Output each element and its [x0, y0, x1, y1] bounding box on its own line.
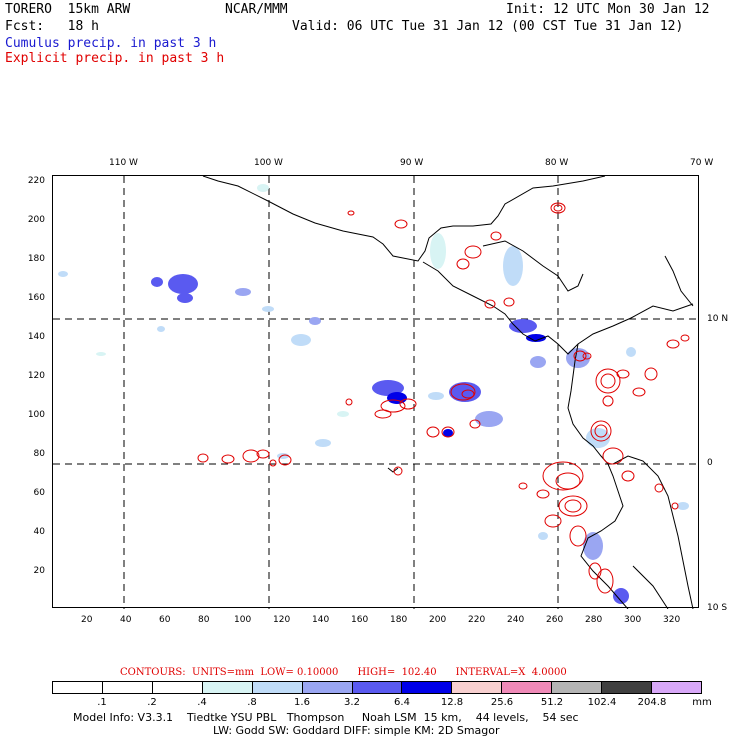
x-tick-label: 160 [351, 615, 369, 625]
x-tick-label: 100 [234, 615, 252, 625]
legend-swatch [452, 682, 503, 693]
legend-swatch [152, 682, 203, 693]
legend-swatch [302, 682, 353, 693]
color-legend-bar [52, 681, 702, 694]
legend-value-label: 12.8 [440, 697, 464, 708]
y-tick-label: 140 [27, 332, 45, 342]
legend-value-label: .4 [197, 697, 207, 708]
legend-swatch [402, 682, 453, 693]
legend-value-label: 25.6 [490, 697, 514, 708]
precipitation-map [52, 175, 700, 610]
x-tick-label: 320 [663, 615, 681, 625]
model-info-line1: Model Info: V3.3.1 Tiedtke YSU PBL Thomp… [73, 711, 579, 724]
legend-value-label: .1 [97, 697, 107, 708]
organization-label: NCAR/MMM [225, 2, 288, 17]
init-time: Init: 12 UTC Mon 30 Jan 12 [506, 2, 710, 17]
map-canvas [53, 175, 700, 610]
y-tick-label: 40 [33, 527, 45, 537]
legend-swatch [552, 682, 603, 693]
cumulus-legend-label: Cumulus precip. in past 3 h [5, 36, 217, 51]
legend-swatch [602, 682, 653, 693]
legend-swatch [502, 682, 553, 693]
legend-value-label: .2 [147, 697, 157, 708]
legend-swatch [652, 682, 701, 693]
legend-swatch [352, 682, 403, 693]
valid-time: Valid: 06 UTC Tue 31 Jan 12 (00 CST Tue … [292, 19, 684, 34]
legend-value-label: .8 [247, 697, 257, 708]
x-tick-label: 260 [546, 615, 564, 625]
contour-info: CONTOURS: UNITS=mm LOW= 0.10000 HIGH= 10… [120, 667, 567, 678]
lat-label: 0 [707, 458, 713, 468]
lon-label: 80 W [545, 158, 569, 168]
y-tick-label: 100 [27, 410, 45, 420]
legend-value-label: 3.2 [344, 697, 360, 708]
forecast-hour: Fcst: 18 h [5, 19, 99, 34]
y-tick-label: 220 [27, 176, 45, 186]
y-tick-label: 80 [33, 449, 45, 459]
y-tick-label: 20 [33, 566, 45, 576]
y-tick-label: 160 [27, 293, 45, 303]
legend-value-label: 1.6 [294, 697, 310, 708]
legend-value-label: 102.4 [587, 697, 617, 708]
legend-swatch [102, 682, 153, 693]
legend-swatch [53, 682, 103, 693]
model-title: TORERO 15km ARW [5, 2, 131, 17]
x-tick-label: 280 [585, 615, 603, 625]
x-tick-label: 120 [273, 615, 291, 625]
lon-label: 90 W [400, 158, 424, 168]
x-tick-label: 180 [390, 615, 408, 625]
x-tick-label: 300 [624, 615, 642, 625]
y-tick-label: 200 [27, 215, 45, 225]
legend-value-label: 51.2 [540, 697, 564, 708]
cumulus-precip-areas [58, 184, 689, 604]
coastlines [202, 175, 694, 610]
legend-value-label: 6.4 [394, 697, 410, 708]
explicit-precip-contours [197, 202, 690, 594]
x-tick-label: 40 [120, 615, 132, 625]
x-tick-label: 200 [429, 615, 447, 625]
y-tick-label: 120 [27, 371, 45, 381]
x-tick-label: 80 [198, 615, 210, 625]
x-tick-label: 240 [507, 615, 525, 625]
legend-swatch [202, 682, 253, 693]
lon-label: 70 W [690, 158, 714, 168]
legend-swatch [252, 682, 303, 693]
model-info-line2: LW: Godd SW: Goddard DIFF: simple KM: 2D… [213, 724, 500, 737]
lat-label: 10 S [707, 603, 728, 613]
lon-label: 110 W [109, 158, 138, 168]
x-tick-label: 60 [159, 615, 171, 625]
lon-label: 100 W [254, 158, 283, 168]
legend-unit-label: mm [692, 697, 712, 708]
y-tick-label: 180 [27, 254, 45, 264]
x-tick-label: 140 [312, 615, 330, 625]
legend-value-label: 204.8 [637, 697, 667, 708]
lat-lon-grid [53, 176, 700, 609]
x-tick-label: 220 [468, 615, 486, 625]
lat-label: 10 N [707, 314, 729, 324]
explicit-legend-label: Explicit precip. in past 3 h [5, 51, 225, 66]
x-tick-label: 20 [81, 615, 93, 625]
y-tick-label: 60 [33, 488, 45, 498]
